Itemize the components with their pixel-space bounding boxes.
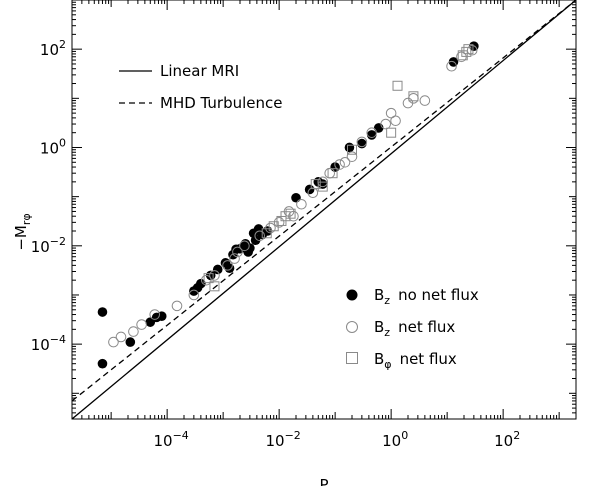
mhd-turbulence-line xyxy=(72,0,576,402)
marker-legend: Bz no net flux Bz net flux Bφ net flux xyxy=(346,286,479,371)
y-tick-label: 10−4 xyxy=(31,333,66,354)
point-bz-net-flux xyxy=(222,260,233,271)
point-bz-net-flux xyxy=(188,289,200,301)
x-tick-label: 10−4 xyxy=(153,429,188,450)
point-bz-no-net-flux xyxy=(156,311,167,321)
point-bz-no-net-flux xyxy=(97,307,108,317)
x-axis-title: P xyxy=(319,476,328,486)
fit-lines xyxy=(72,0,576,419)
point-bz-no-net-flux xyxy=(291,192,301,203)
point-bz-net-flux xyxy=(419,95,431,106)
point-bz-no-net-flux xyxy=(373,123,384,133)
legend-filled-circle xyxy=(346,289,358,301)
legend-open-square xyxy=(346,352,358,364)
point-bz-net-flux xyxy=(171,300,183,312)
point-bz-net-flux xyxy=(380,118,392,130)
y-axis-title: −Mrφ xyxy=(12,213,33,250)
x-tick-label: 102 xyxy=(494,429,520,450)
point-bphi-net-flux xyxy=(408,91,419,102)
point-bphi-net-flux xyxy=(203,273,214,284)
point-bz-net-flux xyxy=(390,115,401,127)
point-bz-net-flux xyxy=(265,222,276,234)
point-bz-net-flux xyxy=(239,240,250,252)
legend-linear-mri-label: Linear MRI xyxy=(160,62,239,80)
point-bphi-net-flux xyxy=(268,221,279,232)
point-bz-no-net-flux xyxy=(344,142,355,153)
point-bz-net-flux xyxy=(200,274,212,286)
legend-open-circle xyxy=(346,321,358,333)
point-bphi-net-flux xyxy=(457,50,468,61)
y-tick-label: 102 xyxy=(40,38,66,59)
point-bphi-net-flux xyxy=(280,211,291,222)
point-bz-net-flux xyxy=(446,60,457,72)
line-legend: Linear MRI MHD Turbulence xyxy=(119,62,283,112)
x-tick-label: 100 xyxy=(382,429,408,450)
point-bphi-net-flux xyxy=(461,46,472,57)
point-bz-net-flux xyxy=(466,44,478,56)
data-markers xyxy=(97,41,479,369)
point-bz-net-flux xyxy=(366,127,378,138)
point-bz-net-flux xyxy=(136,319,147,330)
point-bz-no-net-flux xyxy=(196,278,206,289)
legend-mhd-turbulence-label: MHD Turbulence xyxy=(160,94,283,112)
point-bphi-net-flux xyxy=(209,281,220,292)
tick-labels: 10−4 10−2 100 102 10−4 10−2 100 102 xyxy=(31,38,521,450)
point-bphi-net-flux xyxy=(285,208,296,219)
point-bz-net-flux xyxy=(108,336,119,348)
legend-bz-no-net-flux: Bz no net flux xyxy=(374,286,479,307)
point-bz-net-flux xyxy=(229,253,240,264)
point-bphi-net-flux xyxy=(327,168,338,179)
point-bz-no-net-flux xyxy=(97,358,108,369)
axis-ticks xyxy=(71,0,577,420)
point-bz-net-flux xyxy=(288,210,299,222)
point-bphi-net-flux xyxy=(261,228,272,239)
point-bz-no-net-flux xyxy=(224,263,235,274)
point-bphi-net-flux xyxy=(386,127,397,138)
point-bphi-net-flux xyxy=(310,179,321,190)
point-bphi-net-flux xyxy=(317,181,328,192)
point-bphi-net-flux xyxy=(392,80,403,91)
point-bz-no-net-flux xyxy=(317,179,328,189)
point-bz-net-flux xyxy=(339,156,351,168)
legend-bz-net-flux: Bz net flux xyxy=(374,318,455,339)
point-bz-no-net-flux xyxy=(366,130,377,140)
point-bz-net-flux xyxy=(254,230,266,242)
x-tick-label: 10−2 xyxy=(265,429,300,450)
legend-bphi-net-flux: Bφ net flux xyxy=(374,350,457,371)
point-bz-net-flux xyxy=(232,246,243,258)
point-bz-net-flux xyxy=(334,159,345,170)
point-bz-net-flux xyxy=(273,217,285,228)
y-tick-label: 100 xyxy=(40,136,66,157)
plot-frame xyxy=(71,0,577,420)
point-bphi-net-flux xyxy=(347,144,357,155)
point-bz-net-flux xyxy=(307,187,319,199)
point-bz-no-net-flux xyxy=(212,264,223,275)
point-bz-net-flux xyxy=(296,198,307,210)
point-bz-net-flux xyxy=(324,167,336,179)
point-bphi-net-flux xyxy=(463,44,474,55)
y-tick-label: 10−2 xyxy=(31,235,66,256)
point-bz-no-net-flux xyxy=(125,337,136,347)
point-bz-net-flux xyxy=(128,326,139,337)
point-bz-net-flux xyxy=(115,331,127,343)
point-bz-net-flux xyxy=(346,151,358,162)
point-bz-net-flux xyxy=(209,270,220,281)
point-bz-net-flux xyxy=(356,136,368,148)
point-bz-net-flux xyxy=(149,309,161,320)
point-bz-no-net-flux xyxy=(250,235,261,246)
linear-mri-line xyxy=(72,0,576,419)
point-bz-no-net-flux xyxy=(245,243,255,253)
